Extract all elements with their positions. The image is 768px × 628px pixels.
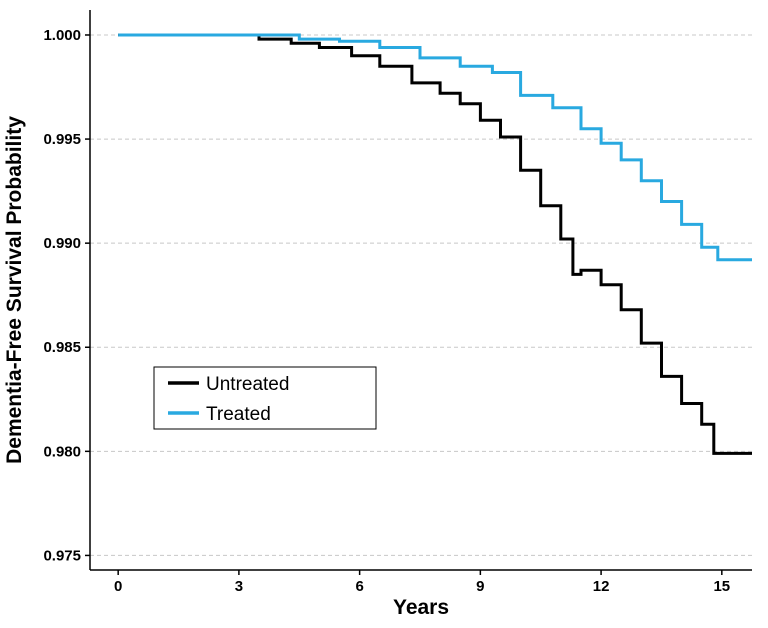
ticks: 0.975 0.980 0.985 0.990 0.995 1.000 0 3 6 9 12 15 [43,27,730,595]
x-tick-label: 3 [235,578,243,595]
legend-box [153,366,377,430]
x-tick-label: 9 [476,578,484,595]
series-line-treated [118,33,752,262]
legend: Untreated Treated [153,366,377,430]
x-tick-label: 15 [713,578,730,595]
y-tick-label: 0.980 [43,443,81,460]
y-tick-label: 0.990 [43,235,81,252]
x-tick-label: 6 [355,578,363,595]
legend-label-treated: Treated [206,404,271,425]
series-layer [118,33,752,455]
y-tick-label: 1.000 [43,27,81,44]
x-axis-title: Years [393,596,449,619]
y-tick-label: 0.985 [43,339,81,356]
gridlines [90,34,752,556]
x-tick-label: 12 [593,578,610,595]
legend-label-untreated: Untreated [206,374,289,395]
series-line-untreated [118,33,752,455]
y-tick-label: 0.975 [43,547,81,564]
x-tick-label: 0 [114,578,122,595]
axes [89,10,752,571]
y-tick-label: 0.995 [43,131,81,148]
y-axis-title: Dementia-Free Survival Probability [3,116,26,464]
